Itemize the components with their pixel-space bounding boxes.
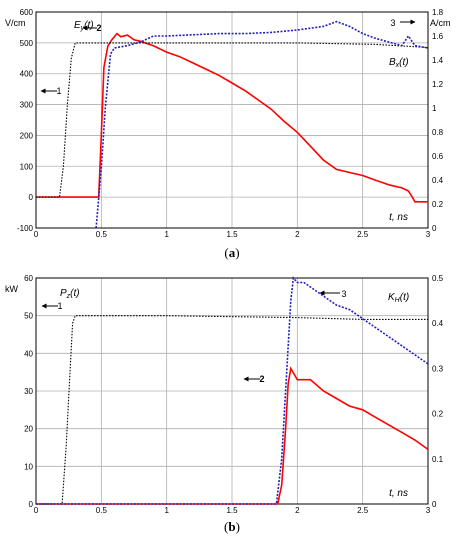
series-number: 1 <box>57 301 62 311</box>
series-line-2 <box>36 276 429 505</box>
series-line-1 <box>36 42 429 198</box>
right-tick-label: 0 <box>432 224 437 233</box>
right-tick-label: 0.4 <box>432 176 444 185</box>
right-tick-label: 0.8 <box>432 128 444 137</box>
left-tick-label: 10 <box>24 462 33 471</box>
series-label: Bx(t) <box>389 57 409 69</box>
right-tick-label: 0 <box>432 500 437 509</box>
left-tick-label: 0 <box>29 500 34 509</box>
left-tick-label: 50 <box>24 312 33 321</box>
right-tick-label: 0.5 <box>432 274 444 283</box>
x-tick-label: 1 <box>164 230 169 239</box>
right-tick-label: 1.8 <box>432 8 444 17</box>
x-axis-label: t, ns <box>389 488 408 499</box>
left-tick-label: 300 <box>20 101 34 110</box>
left-tick-label: 400 <box>20 70 34 79</box>
series-number: 3 <box>390 18 395 28</box>
left-tick-label: 20 <box>24 425 33 434</box>
x-tick-label: 3 <box>426 506 431 515</box>
left-tick-label: 600 <box>20 8 34 17</box>
left-axis-unit: kW <box>5 284 19 294</box>
right-tick-label: 1.4 <box>432 56 444 65</box>
right-tick-label: 0.2 <box>432 410 444 419</box>
right-axis-unit: A/cm <box>430 18 451 28</box>
x-tick-label: 0.5 <box>96 506 108 515</box>
left-axis-unit: V/cm <box>5 18 26 28</box>
chart-panel-b: 0 0.5 1 1.5 2 2.5 360504030201000.50.40.30.20.… <box>5 274 444 534</box>
right-tick-label: 1.6 <box>432 32 444 41</box>
series-number: 3 <box>341 289 346 299</box>
right-tick-label: 0.1 <box>432 455 444 464</box>
series-line-0 <box>36 32 428 203</box>
x-tick-label: 0.5 <box>96 230 108 239</box>
x-tick-label: 0 <box>34 230 39 239</box>
plot-frame <box>35 11 429 229</box>
x-tick-label: 1.5 <box>226 506 238 515</box>
panel-caption: (a) <box>224 245 239 260</box>
x-tick-label: 0 <box>34 506 39 515</box>
x-tick-label: 2 <box>295 230 300 239</box>
x-axis-label: t, ns <box>389 212 408 223</box>
x-tick-label: 3 <box>426 230 431 239</box>
right-tick-label: 0.3 <box>432 364 444 373</box>
left-tick-label: 40 <box>24 349 33 358</box>
series-line-2 <box>95 20 429 229</box>
x-tick-label: 1.5 <box>226 230 238 239</box>
left-tick-label: -100 <box>17 224 34 233</box>
series-line-0 <box>36 366 429 505</box>
series-number: 2 <box>96 23 101 33</box>
series-number: 1 <box>56 86 61 96</box>
series-line-1 <box>36 315 428 505</box>
right-tick-label: 1.2 <box>432 80 444 89</box>
series-label: Pz(t) <box>60 288 80 300</box>
panel-caption: (b) <box>224 519 240 534</box>
x-tick-label: 2 <box>295 506 300 515</box>
right-tick-label: 0.4 <box>432 319 444 328</box>
right-tick-label: 0.2 <box>432 200 444 209</box>
x-tick-label: 1 <box>164 506 169 515</box>
x-tick-label: 2.5 <box>357 230 369 239</box>
right-tick-label: 1 <box>432 104 437 113</box>
left-tick-label: 30 <box>24 387 33 396</box>
x-tick-label: 2.5 <box>357 506 369 515</box>
left-tick-label: 100 <box>20 162 34 171</box>
series-label: KH(t) <box>388 292 409 304</box>
left-tick-label: 0 <box>29 193 34 202</box>
left-tick-label: 60 <box>24 274 33 283</box>
left-tick-label: 200 <box>20 131 34 140</box>
series-number: 2 <box>259 374 264 384</box>
left-tick-label: 500 <box>20 39 34 48</box>
series-label: Ey(t) <box>74 20 94 32</box>
chart-panel-a: 0 0.5 1 1.5 2 2.5 36005004003002001000-1001.81… <box>5 8 451 260</box>
right-tick-label: 0.6 <box>432 152 444 161</box>
